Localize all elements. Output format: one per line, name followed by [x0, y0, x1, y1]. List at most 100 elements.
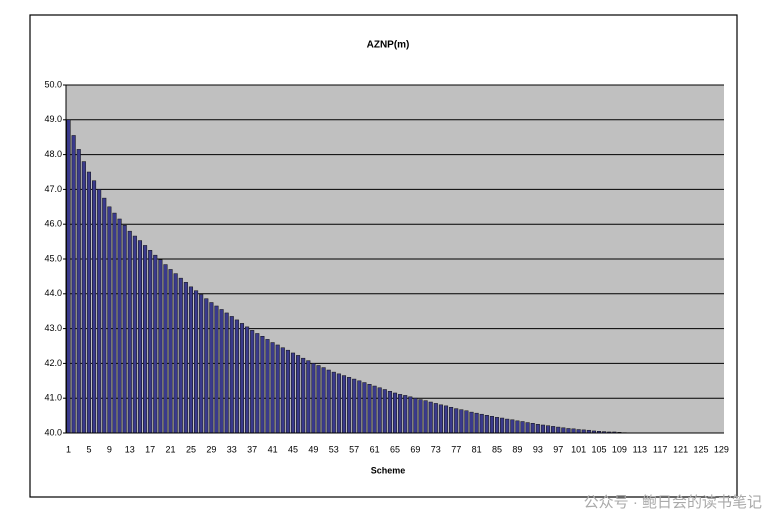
bar — [270, 342, 275, 434]
bar — [454, 408, 459, 434]
bar — [347, 377, 352, 434]
bar — [341, 375, 347, 434]
bar — [260, 336, 265, 434]
bar — [296, 355, 301, 434]
bar — [311, 363, 316, 434]
x-tick-label: 57 — [349, 444, 359, 454]
bar — [515, 420, 520, 434]
bar — [102, 197, 107, 434]
bar — [372, 385, 377, 434]
bar — [505, 418, 510, 434]
y-tick-label: 45.0 — [44, 253, 62, 263]
bar — [398, 394, 403, 434]
y-tick-label: 41.0 — [44, 393, 62, 403]
bar — [413, 397, 418, 434]
x-tick-label: 93 — [533, 444, 543, 454]
bar — [275, 344, 280, 434]
bar — [117, 218, 122, 434]
bar — [418, 399, 423, 434]
bar — [245, 326, 250, 434]
x-axis-label: Scheme — [371, 465, 406, 475]
y-tick-label: 43.0 — [44, 323, 62, 333]
bar — [357, 380, 362, 434]
bar — [494, 417, 500, 434]
x-tick-label: 97 — [553, 444, 563, 454]
bar — [265, 339, 270, 434]
bar — [443, 405, 449, 434]
bar — [489, 416, 494, 434]
bar — [148, 250, 153, 434]
bar — [423, 400, 428, 434]
x-tick-label: 41 — [268, 444, 278, 454]
x-tick-label: 105 — [592, 444, 607, 454]
bar — [336, 373, 341, 434]
bar — [92, 180, 97, 434]
bar — [199, 294, 204, 434]
bar — [545, 425, 551, 434]
bar — [449, 406, 454, 434]
bar — [173, 273, 178, 434]
bar — [76, 149, 81, 434]
x-tick-label: 125 — [694, 444, 709, 454]
x-tick-label: 17 — [145, 444, 155, 454]
bar — [377, 387, 382, 434]
bar — [204, 298, 209, 434]
x-tick-label: 85 — [492, 444, 502, 454]
bar — [290, 352, 296, 434]
bar — [403, 395, 408, 434]
x-tick-label: 113 — [633, 444, 647, 454]
bar — [153, 254, 158, 434]
bar — [326, 369, 331, 434]
bar — [107, 206, 112, 434]
bar — [188, 286, 194, 434]
x-tick-label: 9 — [107, 444, 112, 454]
bar — [408, 396, 413, 434]
x-tick-label: 5 — [86, 444, 91, 454]
bar — [500, 417, 505, 434]
x-tick-label: 121 — [673, 444, 688, 454]
x-tick-label: 77 — [451, 444, 461, 454]
bar — [214, 305, 219, 434]
x-tick-label: 101 — [571, 444, 586, 454]
bar — [97, 189, 102, 434]
bar — [520, 421, 525, 434]
chart-title: AZNP(m) — [367, 40, 410, 51]
bar — [469, 411, 474, 434]
x-tick-label: 25 — [186, 444, 196, 454]
x-tick-label: 13 — [125, 444, 135, 454]
bar — [71, 135, 76, 434]
bar — [438, 404, 443, 434]
bar — [127, 230, 132, 434]
bar — [321, 367, 326, 434]
bar — [474, 412, 479, 434]
x-tick-label: 45 — [288, 444, 298, 454]
bar — [571, 428, 576, 434]
x-tick-label: 129 — [714, 444, 729, 454]
bar — [255, 333, 260, 434]
x-tick-label: 117 — [653, 444, 667, 454]
bar — [168, 269, 173, 434]
x-tick-label: 65 — [390, 444, 400, 454]
x-tick-label: 21 — [166, 444, 176, 454]
bar — [285, 349, 290, 434]
y-tick-label: 44.0 — [44, 288, 62, 298]
x-tick-label: 69 — [410, 444, 420, 454]
x-tick-label: 109 — [612, 444, 627, 454]
bar — [239, 323, 245, 434]
x-tick-label: 49 — [308, 444, 318, 454]
bar — [362, 382, 367, 434]
x-tick-label: 1 — [66, 444, 71, 454]
y-tick-label: 40.0 — [44, 427, 62, 437]
bar — [86, 171, 91, 434]
bar — [566, 428, 571, 434]
bar — [484, 415, 489, 434]
bar — [306, 360, 311, 434]
bar — [331, 371, 336, 434]
bar — [224, 312, 229, 434]
watermark: 公众号 · 鲍日会的读书笔记 — [584, 494, 762, 510]
bar — [530, 423, 535, 434]
x-tick-label: 61 — [370, 444, 380, 454]
bar — [143, 245, 148, 434]
bar — [112, 212, 117, 434]
